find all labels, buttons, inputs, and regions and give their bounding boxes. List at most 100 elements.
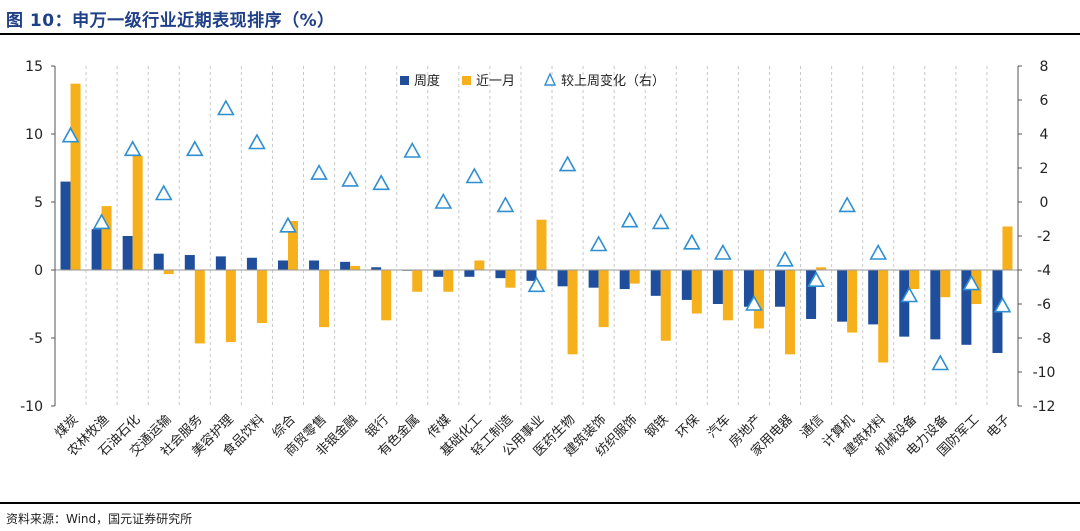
category-label: 环保 [674,412,703,441]
bar-monthly [753,270,764,329]
bar-monthly [505,270,516,288]
change-markers [61,99,1012,371]
bar-monthly [287,221,298,270]
change-marker [341,170,359,187]
bar-weekly [930,270,941,340]
bar-monthly [909,270,920,290]
bar-series [60,83,1013,363]
bar-monthly [350,265,361,270]
legend-swatch-monthly [462,76,471,85]
bar-weekly [277,260,288,270]
bar-monthly [785,270,796,355]
change-marker [496,196,515,213]
change-marker [589,235,608,252]
change-marker [776,250,794,267]
bar-weekly [588,270,599,288]
bar-weekly [340,261,351,270]
change-marker [993,296,1012,313]
right-tick-label: -4 [1037,263,1051,279]
bar-monthly [1002,226,1013,270]
change-marker [372,174,391,191]
footer-divider [0,502,1080,504]
source-note: 资料来源：Wind，国元证券研究所 [6,512,193,526]
bar-monthly [132,155,143,270]
bar-monthly [722,270,733,321]
change-marker [434,192,453,209]
bar-monthly [940,270,951,298]
right-tick-label: 6 [1040,93,1049,109]
bar-monthly [598,270,609,328]
right-tick-label: -8 [1037,331,1051,347]
bar-weekly [961,270,972,345]
change-marker [620,211,639,228]
category-label: 钢铁 [643,412,672,441]
bar-monthly [629,270,640,284]
industry-performance-chart: -10-5051015-12-10-8-6-4-202468煤炭农林牧渔石油石化… [20,59,1056,460]
change-marker [61,126,80,143]
bar-weekly [91,229,102,270]
legend-label-change: 较上周变化（右） [561,73,665,89]
legend-label-weekly: 周度 [414,73,440,89]
legend-label-monthly: 近一月 [476,74,515,89]
bar-weekly [184,255,195,270]
change-marker [931,354,950,371]
bar-monthly [101,206,112,270]
right-tick-label: 4 [1040,127,1049,143]
bar-monthly [567,270,578,355]
bar-monthly [412,270,423,292]
bar-weekly [246,257,257,270]
grid-lines [85,66,988,406]
bar-weekly [899,270,910,337]
right-tick-label: -12 [1033,399,1056,415]
bar-monthly [381,270,392,321]
right-tick-label: -2 [1037,229,1051,245]
bar-weekly [215,256,226,270]
bar-weekly [557,270,568,287]
bar-weekly [650,270,661,296]
change-marker [465,167,484,184]
change-marker [962,274,981,291]
change-marker [807,271,825,287]
bar-weekly [122,236,133,270]
bar-weekly [619,270,630,290]
bar-monthly [474,260,485,270]
change-marker [900,286,919,303]
bar-monthly [536,219,547,270]
left-tick-label: 0 [34,263,43,279]
change-marker [558,155,577,172]
right-tick-label: -6 [1037,297,1051,313]
bar-weekly [309,260,320,270]
change-marker [745,294,763,311]
change-marker [869,243,888,260]
bar-weekly [868,270,879,325]
bar-monthly [194,270,205,344]
category-label: 电子 [984,412,1013,441]
change-marker [92,213,111,230]
bar-monthly [70,83,81,271]
bar-weekly [371,267,382,270]
change-marker [123,140,142,157]
legend-marker-change [543,72,557,86]
bar-monthly [878,270,889,363]
bar-weekly [495,270,506,279]
change-marker [682,233,701,250]
bar-weekly [526,270,537,281]
left-tick-label: 15 [25,59,43,75]
change-marker [185,140,204,157]
legend-swatch-weekly [400,76,409,85]
bar-weekly [837,270,848,322]
left-tick-label: 10 [25,127,43,143]
change-marker [651,213,670,230]
change-marker [310,163,328,180]
left-tick-label: -5 [29,331,43,347]
left-tick-label: -10 [20,399,43,415]
bar-monthly [256,270,267,324]
right-tick-label: 8 [1040,59,1049,75]
bar-weekly [712,270,723,304]
change-marker [403,141,422,158]
bar-weekly [775,270,786,307]
bar-monthly [163,270,174,275]
change-marker [714,243,732,260]
bar-weekly [681,270,692,300]
change-marker [248,133,266,150]
